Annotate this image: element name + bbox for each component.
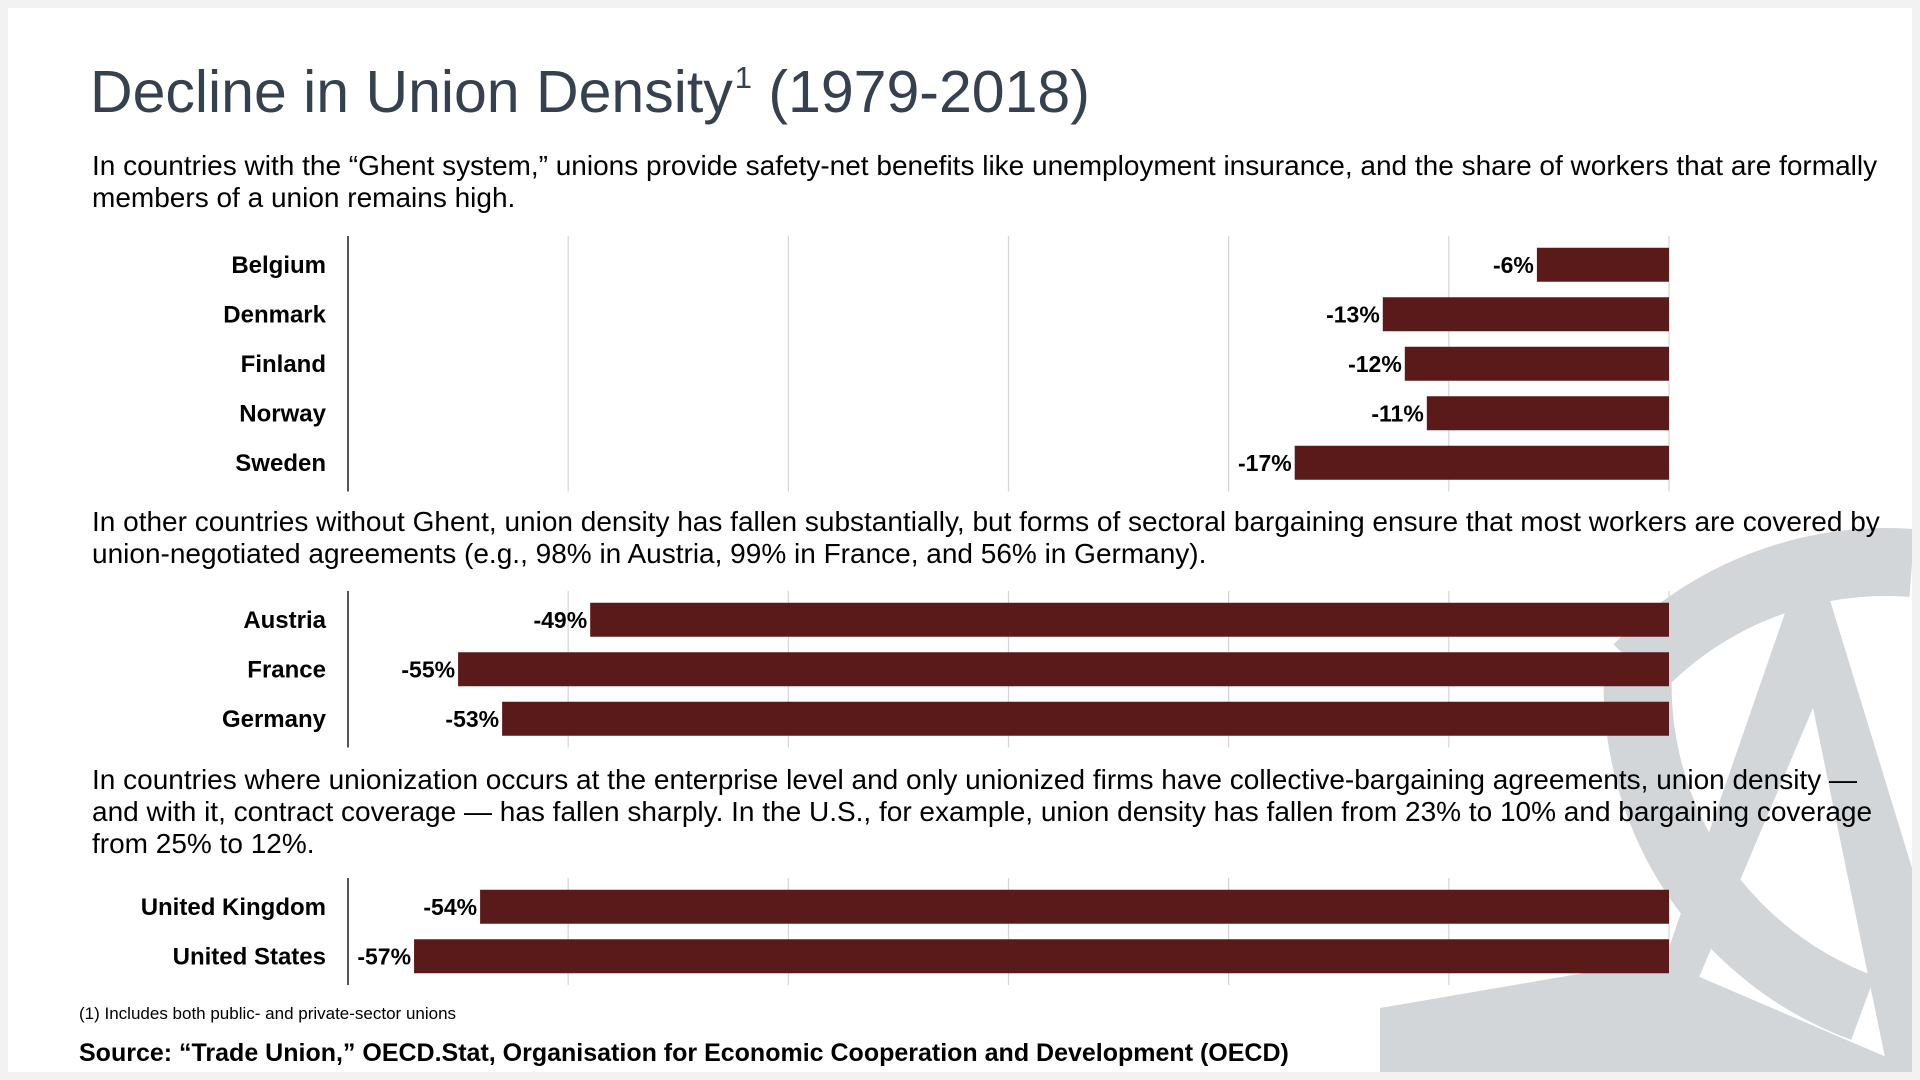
section-3-intro: In countries where unionization occurs a…	[92, 764, 1873, 859]
data-label: -53%	[445, 706, 499, 732]
source-citation: Source: “Trade Union,” OECD.Stat, Organi…	[79, 1039, 1289, 1067]
data-label: -12%	[1348, 351, 1402, 377]
title-footnote-marker: 1	[734, 60, 752, 95]
slide: Decline in Union Density1 (1979-2018) In…	[8, 8, 1912, 1072]
ghent-countries-chart: Belgium -6% Denmark -13% Finland -12% Norway -1…	[8, 236, 1912, 492]
data-label: -11%	[1371, 400, 1423, 426]
bar	[502, 701, 1669, 736]
category-label: France	[247, 656, 326, 683]
chart-svg: United Kingdom -54% United States -57%	[141, 878, 1670, 985]
category-label: Norway	[239, 400, 326, 427]
category-label: Belgium	[231, 252, 326, 279]
category-label: United Kingdom	[141, 894, 326, 921]
bar	[414, 939, 1669, 974]
bar	[1536, 247, 1669, 282]
page-title: Decline in Union Density1 (1979-2018)	[90, 59, 1090, 125]
section-2-intro: In other countries without Ghent, union …	[92, 506, 1880, 569]
data-label: -17%	[1238, 450, 1292, 476]
sectoral-bargaining-chart: Austria -49% France -55% Germany -53%	[8, 591, 1912, 748]
category-label: Denmark	[223, 301, 326, 328]
bar	[1404, 346, 1669, 381]
enterprise-level-chart: United Kingdom -54% United States -57%	[8, 878, 1912, 985]
data-label: -55%	[401, 656, 455, 682]
data-label: -57%	[357, 943, 411, 969]
category-label: Austria	[243, 607, 326, 634]
bar	[480, 889, 1670, 924]
data-label: -6%	[1493, 252, 1534, 278]
category-label: Sweden	[235, 450, 326, 477]
category-label: United States	[173, 943, 326, 970]
bar	[1426, 396, 1669, 431]
bar	[1294, 445, 1669, 480]
footnote: (1) Includes both public- and private-se…	[79, 1004, 457, 1023]
chart-svg: Austria -49% France -55% Germany -53%	[222, 591, 1670, 748]
bar	[458, 652, 1669, 687]
data-label: -49%	[533, 607, 587, 633]
category-label: Germany	[222, 706, 327, 733]
data-label: -54%	[423, 894, 477, 920]
bar	[590, 602, 1669, 637]
data-label: -13%	[1326, 301, 1380, 327]
category-label: Finland	[241, 351, 326, 378]
section-1-intro: In countries with the “Ghent system,” un…	[92, 150, 1878, 213]
bar	[1382, 297, 1669, 332]
chart-svg: Belgium -6% Denmark -13% Finland -12% Norway -1…	[223, 236, 1670, 492]
